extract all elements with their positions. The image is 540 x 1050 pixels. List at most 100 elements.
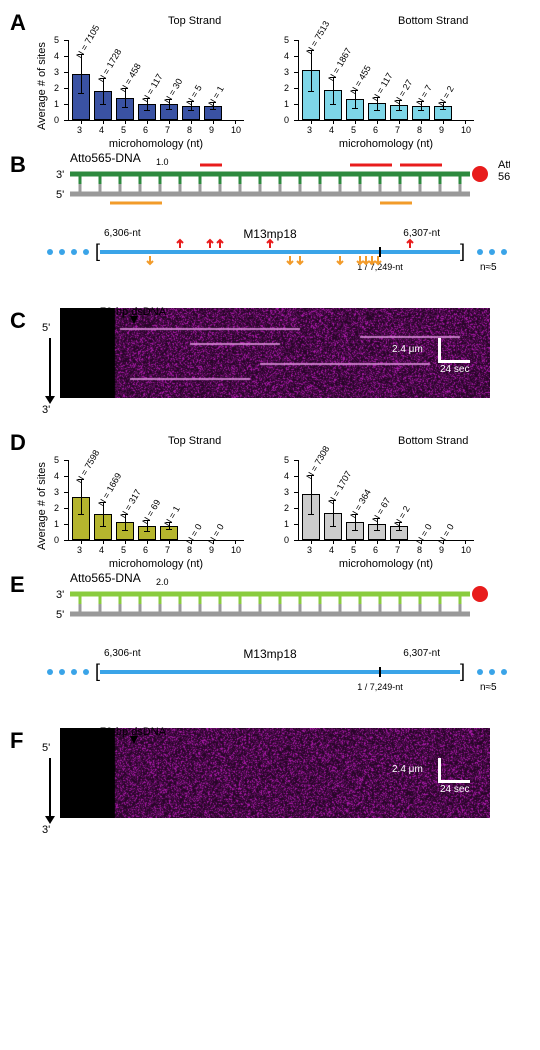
panel-b: B Atto565-DNA1.03'5'Atto565M13mp18[]6,30… <box>10 152 530 292</box>
kymograph-f: 70-bp dsDNA5'3'2.4 μm24 sec <box>40 728 510 838</box>
diagram-e: Atto565-DNA 2.0 3' 5' M13mp18 [] 6,306-nt 6,307… <box>40 572 510 712</box>
n-label: N = 364 <box>348 488 373 521</box>
n-label: N = 27 <box>392 78 414 106</box>
n-label: N = 67 <box>370 496 392 524</box>
n-label: N = 30 <box>162 77 184 105</box>
five-prime-label: 5' <box>42 742 50 754</box>
panel-e-label: E <box>10 572 25 598</box>
svg-text:5': 5' <box>56 189 64 201</box>
n-label: N = 2 <box>436 85 456 109</box>
svg-text:]: ] <box>460 241 465 261</box>
svg-text:3': 3' <box>56 169 64 181</box>
five-prime-label: 5' <box>42 322 50 334</box>
chart-title: Top Strand <box>168 435 221 447</box>
panel-f-label: F <box>10 728 23 754</box>
n-label: N = 7308 <box>304 444 331 481</box>
chart-d-bottom: 012345345678910N = 7308N = 1707N = 364N … <box>270 430 480 560</box>
n-label: N = 117 <box>370 71 394 103</box>
svg-text:1 / 7,249-nt: 1 / 7,249-nt <box>357 682 403 692</box>
svg-text:n≈5: n≈5 <box>480 682 497 693</box>
n-label: N = 0 <box>414 522 434 546</box>
panel-a: A 012345345678910N = 7105N = 1728N = 458… <box>10 10 530 140</box>
n-label: N = 5 <box>184 83 204 107</box>
three-prime-label: 3' <box>42 824 50 836</box>
pointer-arrow-icon <box>130 316 138 324</box>
n-label: N = 1728 <box>96 48 123 85</box>
n-label: N = 7513 <box>304 19 331 56</box>
n-label: N = 1707 <box>326 469 353 506</box>
n-label: N = 317 <box>118 487 143 520</box>
panel-e: E Atto565-DNA 2.0 3' 5' M13mp18 [] 6,306-nt 6,3… <box>10 572 530 712</box>
three-prime-label: 3' <box>42 404 50 416</box>
n-label: N = 7 <box>414 83 434 107</box>
chart-a-bottom: 012345345678910N = 7513N = 1867N = 455N … <box>270 10 480 140</box>
svg-text:]: ] <box>460 661 465 681</box>
svg-text:3': 3' <box>56 589 64 601</box>
kymograph-c: 70-bp dsDNA5'3'2.4 μm24 sec <box>40 308 510 418</box>
svg-text:6,307-nt: 6,307-nt <box>403 228 440 239</box>
scale-x-label: 24 sec <box>440 784 469 795</box>
pointer-arrow-icon <box>130 736 138 744</box>
n-label: N = 7105 <box>74 24 101 61</box>
panel-f: F 70-bp dsDNA5'3'2.4 μm24 sec <box>10 728 530 838</box>
svg-text:[: [ <box>95 661 100 681</box>
kymograph-canvas <box>60 308 490 398</box>
n-label: N = 1669 <box>96 472 123 509</box>
dna-subscript: 2.0 <box>156 577 169 587</box>
atto-dot-icon <box>472 166 488 182</box>
y-axis-label: Average # of sites <box>36 42 48 130</box>
n-label: N = 1 <box>206 85 226 109</box>
dna-diagram-svg: Atto565-DNA 2.0 3' 5' M13mp18 [] 6,306-nt 6,307… <box>40 572 510 712</box>
svg-text:[: [ <box>95 241 100 261</box>
panel-d-charts: 012345345678910N = 7598N = 1669N = 317N … <box>40 430 530 560</box>
chart-d-top: 012345345678910N = 7598N = 1669N = 317N … <box>40 430 250 560</box>
y-axis-label: Average # of sites <box>36 462 48 550</box>
chart-a-top: 012345345678910N = 7105N = 1728N = 458N … <box>40 10 250 140</box>
diagram-b: Atto565-DNA1.03'5'Atto565M13mp18[]6,306-… <box>40 152 510 292</box>
panel-b-label: B <box>10 152 26 178</box>
panel-c: C 70-bp dsDNA5'3'2.4 μm24 sec <box>10 308 530 418</box>
svg-text:6,306-nt: 6,306-nt <box>104 648 141 659</box>
n-label: N = 1 <box>162 505 182 529</box>
panel-a-charts: 012345345678910N = 7105N = 1728N = 458N … <box>40 10 530 140</box>
chart-title: Bottom Strand <box>398 15 468 27</box>
scale-y-label: 2.4 μm <box>392 344 423 355</box>
svg-text:565: 565 <box>498 171 510 183</box>
x-axis-label: microhomology (nt) <box>68 138 244 150</box>
n-label: N = 69 <box>140 498 162 526</box>
panel-d: D 012345345678910N = 7598N = 1669N = 317… <box>10 430 530 560</box>
dna-diagram-svg: Atto565-DNA1.03'5'Atto565M13mp18[]6,306-… <box>40 152 510 292</box>
x-axis-label: microhomology (nt) <box>298 138 474 150</box>
n-label: N = 455 <box>348 64 373 97</box>
kymograph-canvas <box>60 728 490 818</box>
dna-label: Atto565-DNA <box>70 152 141 165</box>
n-label: N = 0 <box>206 522 226 546</box>
panel-c-label: C <box>10 308 26 334</box>
n-label: N = 117 <box>140 72 164 104</box>
panel-d-label: D <box>10 430 26 456</box>
svg-text:n≈5: n≈5 <box>480 262 497 273</box>
n-label: N = 7598 <box>74 448 101 485</box>
chart-title: Bottom Strand <box>398 435 468 447</box>
svg-text:Atto: Atto <box>498 159 510 171</box>
m13-label: M13mp18 <box>243 647 297 661</box>
svg-text:6,306-nt: 6,306-nt <box>104 228 141 239</box>
svg-text:6,307-nt: 6,307-nt <box>403 648 440 659</box>
n-label: N = 0 <box>184 522 204 546</box>
direction-arrow-icon <box>49 758 51 818</box>
dna-subscript: 1.0 <box>156 157 169 167</box>
svg-text:5': 5' <box>56 609 64 621</box>
chart-title: Top Strand <box>168 15 221 27</box>
direction-arrow-icon <box>49 338 51 398</box>
dna-label: Atto565-DNA <box>70 572 141 585</box>
n-label: N = 1867 <box>326 46 353 83</box>
scale-x-label: 24 sec <box>440 364 469 375</box>
n-label: N = 0 <box>436 522 456 546</box>
n-label: N = 2 <box>392 504 412 528</box>
panel-a-label: A <box>10 10 26 36</box>
x-axis-label: microhomology (nt) <box>298 558 474 570</box>
n-label: N = 458 <box>118 61 143 94</box>
x-axis-label: microhomology (nt) <box>68 558 244 570</box>
atto-dot-icon <box>472 586 488 602</box>
scale-y-label: 2.4 μm <box>392 764 423 775</box>
